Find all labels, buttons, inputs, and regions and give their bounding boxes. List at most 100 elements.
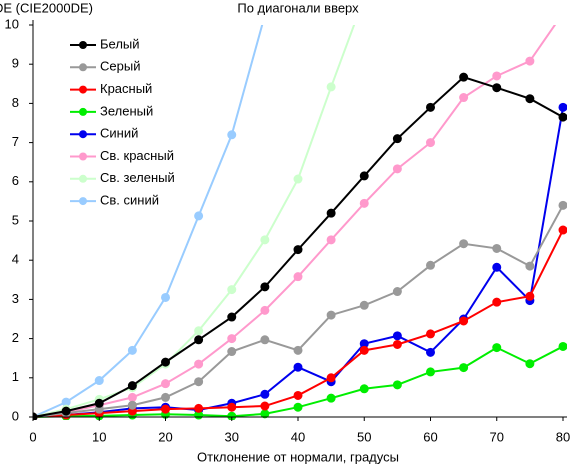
x-tick-label: 70 bbox=[490, 429, 504, 444]
point bbox=[227, 347, 237, 357]
point bbox=[227, 402, 237, 412]
point bbox=[260, 282, 270, 292]
x-tick-label: 10 bbox=[92, 429, 106, 444]
point bbox=[459, 239, 469, 249]
y-tick-label: 6 bbox=[12, 173, 19, 188]
point bbox=[459, 316, 469, 326]
y-axis-label: DE (CIE2000DE) bbox=[0, 0, 93, 15]
point bbox=[194, 377, 204, 387]
legend-label: Св. синий bbox=[100, 193, 159, 208]
legend-label: Красный bbox=[100, 81, 152, 96]
y-tick-label: 4 bbox=[12, 252, 19, 267]
point bbox=[61, 406, 71, 416]
point bbox=[558, 341, 567, 351]
y-tick-label: 8 bbox=[12, 95, 19, 110]
x-tick-label: 80 bbox=[556, 429, 570, 444]
point bbox=[127, 345, 137, 355]
point bbox=[525, 359, 535, 369]
series-line bbox=[33, 25, 264, 418]
legend-label: Белый bbox=[100, 36, 140, 51]
legend-label: Серый bbox=[100, 59, 140, 74]
point bbox=[293, 245, 303, 255]
point bbox=[161, 357, 170, 367]
x-tick-label: 60 bbox=[423, 429, 437, 444]
point bbox=[260, 335, 270, 345]
point bbox=[392, 164, 402, 174]
point bbox=[426, 329, 435, 339]
point bbox=[293, 402, 303, 412]
x-tick-label: 20 bbox=[158, 429, 172, 444]
point bbox=[194, 335, 204, 345]
point bbox=[558, 102, 567, 112]
point bbox=[558, 112, 567, 122]
legend-label: Св. зеленый bbox=[100, 170, 175, 185]
point bbox=[260, 305, 270, 315]
point bbox=[359, 384, 369, 394]
legend-marker bbox=[79, 152, 87, 161]
point bbox=[392, 287, 402, 297]
point bbox=[392, 339, 402, 349]
point bbox=[326, 393, 336, 403]
legend-marker bbox=[79, 85, 87, 94]
legend-marker bbox=[79, 41, 87, 49]
point bbox=[492, 83, 502, 93]
point bbox=[426, 260, 435, 270]
point bbox=[326, 310, 336, 320]
series-line bbox=[33, 204, 564, 418]
point bbox=[227, 130, 237, 140]
point bbox=[127, 392, 137, 402]
point bbox=[492, 262, 502, 272]
point bbox=[558, 225, 567, 235]
legend-marker bbox=[79, 130, 87, 139]
point bbox=[492, 243, 502, 253]
x-tick-label: 30 bbox=[225, 429, 239, 444]
y-tick-label: 9 bbox=[12, 56, 19, 71]
point bbox=[459, 72, 469, 82]
point bbox=[359, 345, 369, 355]
x-axis-label: Отклонение от нормали, градусы bbox=[197, 449, 399, 464]
point bbox=[260, 401, 270, 411]
point bbox=[525, 261, 535, 271]
point bbox=[392, 331, 402, 341]
point bbox=[293, 272, 303, 282]
point bbox=[326, 235, 336, 245]
point bbox=[326, 208, 336, 218]
point bbox=[392, 380, 402, 390]
point bbox=[326, 373, 336, 383]
series-line bbox=[33, 229, 564, 418]
point bbox=[161, 404, 170, 414]
point bbox=[492, 343, 502, 353]
point bbox=[392, 134, 402, 144]
legend-label: Синий bbox=[100, 126, 138, 141]
x-tick-label: 0 bbox=[29, 429, 36, 444]
point bbox=[227, 334, 237, 344]
point bbox=[194, 211, 204, 221]
point bbox=[227, 411, 237, 420]
point bbox=[293, 390, 303, 400]
y-tick-label: 10 bbox=[5, 16, 19, 31]
legend-label: Св. красный bbox=[100, 148, 174, 163]
point bbox=[161, 392, 170, 402]
x-tick-label: 50 bbox=[357, 429, 371, 444]
y-tick-label: 7 bbox=[12, 134, 19, 149]
point bbox=[359, 198, 369, 208]
y-tick-label: 3 bbox=[12, 291, 19, 306]
point bbox=[459, 363, 469, 373]
point bbox=[194, 403, 204, 413]
point bbox=[559, 9, 567, 17]
point bbox=[492, 297, 502, 307]
legend-label: Зеленый bbox=[100, 103, 153, 118]
point bbox=[558, 200, 567, 210]
point bbox=[359, 171, 369, 181]
y-tick-label: 0 bbox=[12, 408, 19, 423]
point bbox=[260, 389, 270, 399]
chart-title: По диагонали вверх bbox=[237, 0, 359, 15]
point bbox=[161, 292, 170, 302]
point bbox=[293, 362, 303, 372]
point bbox=[94, 376, 104, 386]
legend-marker bbox=[79, 174, 87, 183]
point bbox=[525, 291, 535, 301]
y-tick-label: 5 bbox=[12, 212, 19, 227]
legend-marker bbox=[79, 107, 87, 116]
